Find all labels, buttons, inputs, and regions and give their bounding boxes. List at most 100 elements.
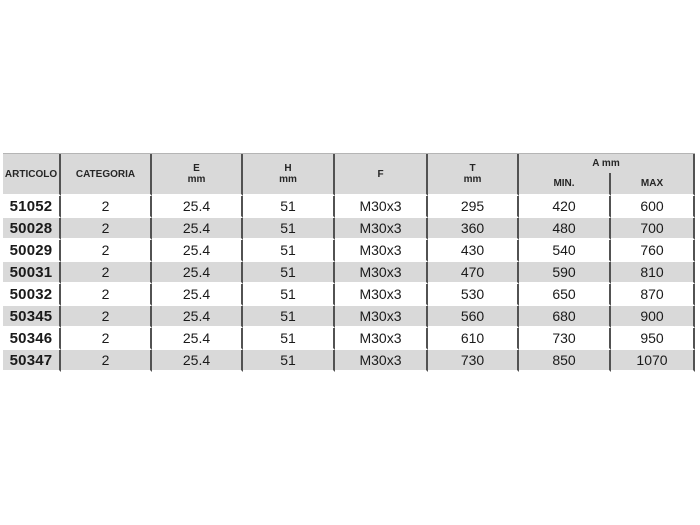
table-cell: 2 [61, 350, 152, 372]
articolo-cell: 50029 [3, 240, 61, 262]
articolo-cell: 50031 [3, 262, 61, 284]
column-header-label: F [377, 168, 384, 180]
header-group-row: ARTICOLO CATEGORIA E mm H mm F [3, 154, 696, 196]
column-header-label: E [193, 163, 200, 174]
table-cell: 2 [61, 262, 152, 284]
column-header-unit: mm [279, 174, 297, 185]
articolo-cell: 50347 [3, 350, 61, 372]
table-row: 50346 2 25.4 51 M30x3 610 730 950 [3, 328, 696, 350]
table-cell: M30x3 [335, 328, 428, 350]
table-cell: 51 [243, 262, 335, 284]
column-header-a-max: MAX [611, 173, 696, 196]
column-header-unit: mm [463, 174, 482, 185]
table-cell: 540 [519, 240, 611, 262]
table-cell: M30x3 [335, 350, 428, 372]
column-header-categoria: CATEGORIA [61, 154, 152, 196]
column-group-header-a: A mm [519, 154, 696, 173]
column-header-e: E mm [152, 154, 243, 196]
table-cell: 2 [61, 284, 152, 306]
table-cell: 51 [243, 306, 335, 328]
table-cell: 610 [428, 328, 519, 350]
table-cell: 480 [519, 218, 611, 240]
table-cell: 360 [428, 218, 519, 240]
table-cell: 810 [611, 262, 696, 284]
table-cell: 25.4 [152, 284, 243, 306]
column-header-label: MIN. [553, 178, 575, 189]
table-cell: 530 [428, 284, 519, 306]
column-header-label: H [284, 163, 292, 174]
table-cell: 600 [611, 196, 696, 218]
table-cell: 25.4 [152, 218, 243, 240]
table-row: 50032 2 25.4 51 M30x3 530 650 870 [3, 284, 696, 306]
table-cell: M30x3 [335, 240, 428, 262]
column-header-label: ARTICOLO [4, 168, 58, 180]
articolo-cell: 50032 [3, 284, 61, 306]
table-cell: 51 [243, 240, 335, 262]
table-cell: 850 [519, 350, 611, 372]
column-header-label: T [469, 163, 476, 174]
table-cell: 680 [519, 306, 611, 328]
table-cell: 51 [243, 218, 335, 240]
table-cell: 730 [428, 350, 519, 372]
table-cell: M30x3 [335, 218, 428, 240]
table-cell: 730 [519, 328, 611, 350]
table-cell: 25.4 [152, 240, 243, 262]
table-cell: 25.4 [152, 328, 243, 350]
column-header-f: F [335, 154, 428, 196]
table-cell: 51 [243, 284, 335, 306]
table-cell: 700 [611, 218, 696, 240]
column-header-label: CATEGORIA [75, 168, 136, 180]
column-header-h: H mm [243, 154, 335, 196]
column-header-t: T mm [428, 154, 519, 196]
table-cell: 2 [61, 306, 152, 328]
table-cell: 25.4 [152, 350, 243, 372]
table-cell: 25.4 [152, 306, 243, 328]
table-cell: 430 [428, 240, 519, 262]
table-cell: 560 [428, 306, 519, 328]
table-cell: 470 [428, 262, 519, 284]
table-row: 50029 2 25.4 51 M30x3 430 540 760 [3, 240, 696, 262]
product-specs-table: ARTICOLO CATEGORIA E mm H mm F [3, 154, 696, 372]
articolo-cell: 50346 [3, 328, 61, 350]
table-cell: 650 [519, 284, 611, 306]
articolo-cell: 50345 [3, 306, 61, 328]
table-cell: M30x3 [335, 262, 428, 284]
table-cell: 51 [243, 196, 335, 218]
table-cell: 590 [519, 262, 611, 284]
table-cell: 760 [611, 240, 696, 262]
column-header-label: MAX [640, 178, 664, 189]
table-header: ARTICOLO CATEGORIA E mm H mm F [3, 154, 696, 196]
table-body: 51052 2 25.4 51 M30x3 295 420 600 50028 2 25.4 51 M3… [3, 196, 696, 372]
table-cell: 2 [61, 196, 152, 218]
table-row: 50031 2 25.4 51 M30x3 470 590 810 [3, 262, 696, 284]
column-header-unit: mm [187, 174, 206, 185]
table-cell: 51 [243, 328, 335, 350]
table-cell: 51 [243, 350, 335, 372]
table-cell: 2 [61, 328, 152, 350]
table-cell: M30x3 [335, 196, 428, 218]
articolo-cell: 51052 [3, 196, 61, 218]
column-group-label: A mm [592, 158, 620, 169]
table-cell: 25.4 [152, 262, 243, 284]
column-header-articolo: ARTICOLO [3, 154, 61, 196]
table-cell: M30x3 [335, 284, 428, 306]
table-row: 50347 2 25.4 51 M30x3 730 850 1070 [3, 350, 696, 372]
table-row: 50028 2 25.4 51 M30x3 360 480 700 [3, 218, 696, 240]
table-cell: M30x3 [335, 306, 428, 328]
header-sub-row: MIN. MAX [3, 173, 696, 196]
table-cell: 1070 [611, 350, 696, 372]
table-cell: 950 [611, 328, 696, 350]
table-row: 50345 2 25.4 51 M30x3 560 680 900 [3, 306, 696, 328]
table-cell: 420 [519, 196, 611, 218]
table-cell: 870 [611, 284, 696, 306]
articolo-cell: 50028 [3, 218, 61, 240]
table-cell: 295 [428, 196, 519, 218]
table-cell: 2 [61, 218, 152, 240]
spec-table-container: ARTICOLO CATEGORIA E mm H mm F [3, 153, 696, 372]
table-row: 51052 2 25.4 51 M30x3 295 420 600 [3, 196, 696, 218]
table-cell: 2 [61, 240, 152, 262]
table-cell: 25.4 [152, 196, 243, 218]
table-cell: 900 [611, 306, 696, 328]
column-header-a-min: MIN. [519, 173, 611, 196]
